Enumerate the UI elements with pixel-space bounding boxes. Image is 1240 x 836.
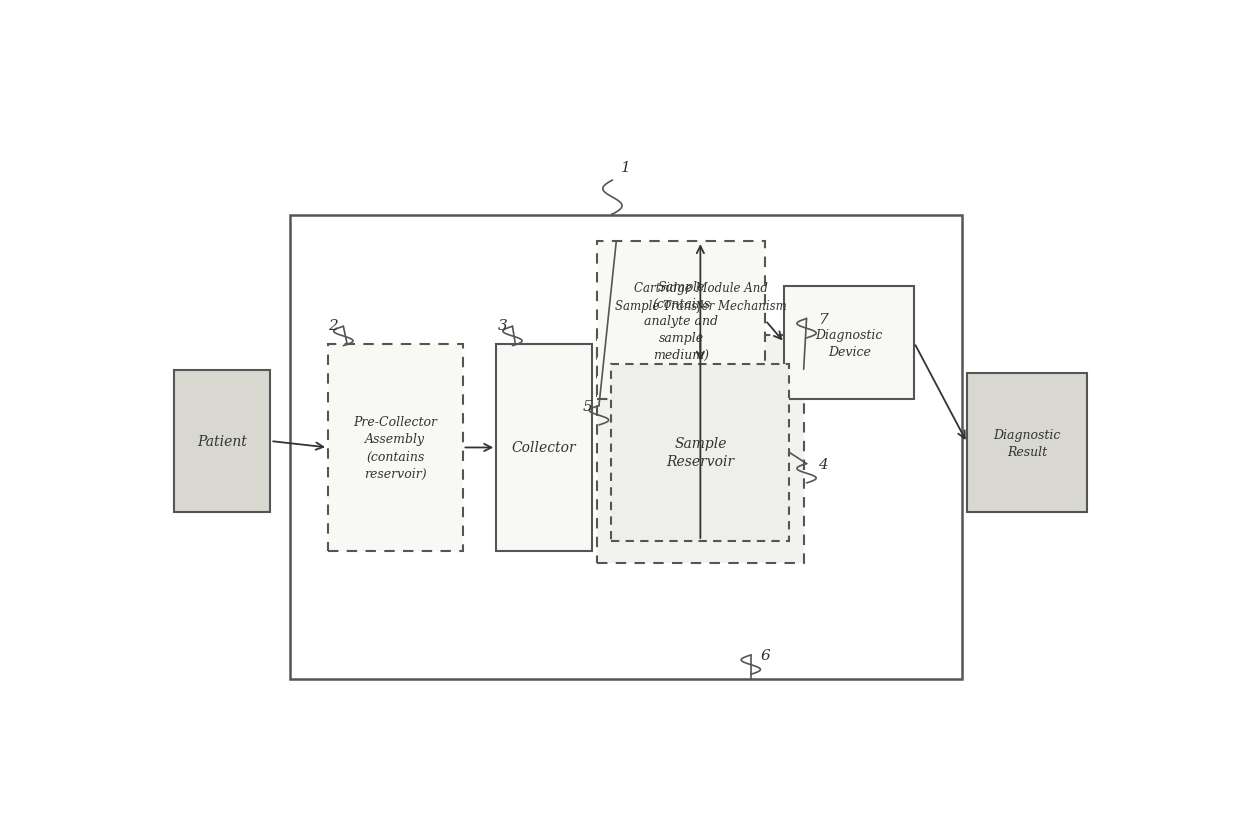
Text: Diagnostic
Device: Diagnostic Device [816,329,883,359]
Text: 7: 7 [818,312,828,326]
Bar [174,370,270,512]
Text: 5: 5 [583,399,593,413]
Text: Collector: Collector [512,441,577,455]
Text: Cartridge Module And
Sample Transfer Mechanism: Cartridge Module And Sample Transfer Mec… [615,281,786,312]
Text: Pre-Collector
Assembly
(contains
reservoir): Pre-Collector Assembly (contains reservo… [353,416,438,480]
Bar [611,364,789,541]
Text: 2: 2 [327,319,337,333]
Text: 3: 3 [498,319,507,333]
Bar [785,287,914,400]
Bar [327,345,463,551]
Text: 4: 4 [818,457,828,471]
Bar [596,335,804,563]
Bar [496,345,593,551]
Bar [596,242,765,400]
Bar [290,217,962,680]
Text: Sample
(contains
analyte and
sample
medium): Sample (contains analyte and sample medi… [644,280,718,361]
Text: 1: 1 [621,161,631,175]
Bar [967,374,1087,512]
Text: 6: 6 [760,648,770,662]
Text: Sample
Reservoir: Sample Reservoir [666,436,734,469]
Text: Diagnostic
Result: Diagnostic Result [993,428,1060,458]
Text: Patient: Patient [197,435,247,448]
